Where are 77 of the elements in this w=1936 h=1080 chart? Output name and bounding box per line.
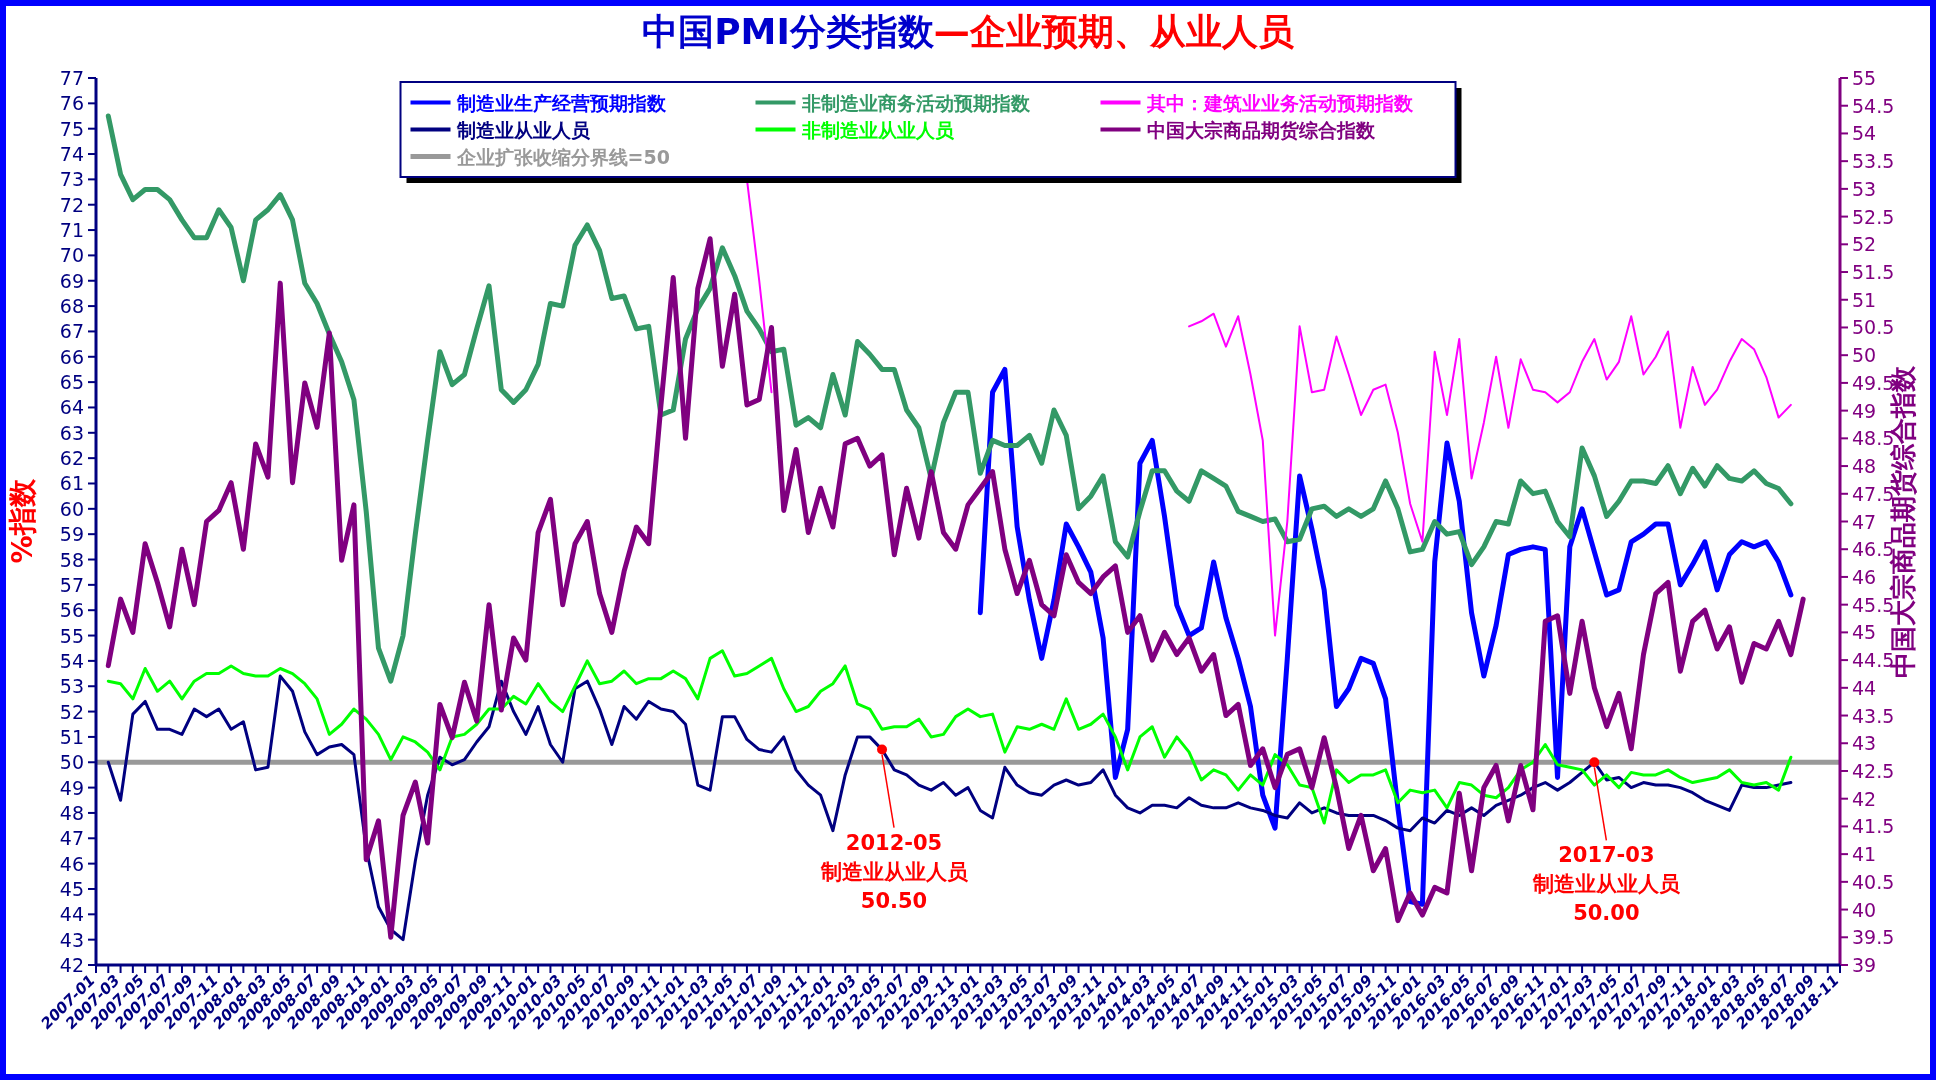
y2-tick-label: 45 bbox=[1852, 621, 1877, 644]
line-series bbox=[106, 674, 1793, 942]
chart-title: 中国PMI分类指数 bbox=[642, 11, 935, 52]
y-tick-label: 57 bbox=[59, 573, 84, 596]
y-tick-label: 45 bbox=[59, 877, 84, 900]
y2-tick-label: 40.5 bbox=[1852, 870, 1895, 893]
legend-label: 其中：建筑业业务活动预期指数 bbox=[1145, 91, 1414, 114]
y-tick-label: 51 bbox=[59, 725, 84, 748]
y-tick-label: 48 bbox=[59, 801, 84, 824]
y-tick-label: 55 bbox=[59, 624, 84, 647]
y-tick-label: 66 bbox=[59, 345, 84, 368]
y2-tick-label: 52 bbox=[1852, 233, 1877, 256]
y2-tick-label: 50 bbox=[1852, 344, 1877, 367]
y2-tick-label: 53.5 bbox=[1852, 150, 1895, 173]
y2-tick-label: 44 bbox=[1852, 676, 1877, 699]
y2-tick-label: 39 bbox=[1852, 954, 1877, 976]
y2-tick-label: 43.5 bbox=[1852, 704, 1895, 727]
y-tick-label: 53 bbox=[59, 675, 84, 698]
y2-tick-label: 55 bbox=[1852, 67, 1877, 89]
y2-tick-label: 50.5 bbox=[1852, 316, 1895, 339]
y-tick-label: 76 bbox=[59, 92, 84, 115]
y2-tick-label: 42 bbox=[1852, 787, 1877, 810]
y-tick-label: 43 bbox=[59, 928, 84, 951]
legend-label: 非制造业商务活动预期指数 bbox=[800, 91, 1031, 114]
y-tick-label: 52 bbox=[59, 700, 84, 723]
y2-tick-label: 49 bbox=[1852, 399, 1877, 422]
y2-tick-label: 46 bbox=[1852, 565, 1877, 588]
legend-label: 制造业生产经营预期指数 bbox=[455, 91, 667, 114]
y-tick-label: 49 bbox=[59, 776, 84, 799]
y-tick-label: 62 bbox=[59, 447, 84, 470]
y-tick-label: 58 bbox=[59, 548, 84, 571]
annotation: 2012-05 制造业从业人员 50.50 bbox=[819, 830, 969, 913]
y2-tick-label: 48 bbox=[1852, 455, 1877, 478]
y-axis-title: %指数 bbox=[6, 478, 39, 564]
y-tick-label: 63 bbox=[59, 421, 84, 444]
y-tick-label: 75 bbox=[59, 117, 84, 140]
y-tick-label: 71 bbox=[59, 219, 84, 242]
y-tick-label: 54 bbox=[59, 649, 84, 672]
y2-tick-label: 51.5 bbox=[1852, 261, 1895, 284]
y-tick-label: 77 bbox=[59, 67, 84, 89]
y-tick-label: 42 bbox=[59, 954, 84, 976]
legend-label: 制造业从业人员 bbox=[455, 118, 591, 141]
y-tick-label: 64 bbox=[59, 396, 84, 419]
y-tick-label: 46 bbox=[59, 852, 84, 875]
y2-tick-label: 42.5 bbox=[1852, 759, 1895, 782]
annotation: 2017-03 制造业从业人员 50.00 bbox=[1531, 843, 1681, 926]
legend-label: 企业扩张收缩分界线=50 bbox=[455, 145, 670, 168]
y2-tick-label: 51 bbox=[1852, 288, 1877, 311]
y-tick-label: 47 bbox=[59, 827, 84, 850]
y2-tick-label: 53 bbox=[1852, 177, 1877, 200]
y-tick-label: 59 bbox=[59, 523, 84, 546]
y2-tick-label: 40 bbox=[1852, 898, 1877, 921]
y2-tick-label: 41.5 bbox=[1852, 815, 1895, 838]
y-tick-label: 61 bbox=[59, 472, 84, 495]
y-tick-label: 74 bbox=[59, 143, 84, 166]
y-tick-label: 67 bbox=[59, 320, 84, 343]
chart-subtitle: —企业预期、从业人员 bbox=[933, 11, 1294, 52]
y-tick-label: 60 bbox=[59, 497, 84, 520]
y-tick-label: 73 bbox=[59, 168, 84, 191]
y2-tick-label: 39.5 bbox=[1852, 926, 1895, 949]
y2-tick-label: 41 bbox=[1852, 843, 1877, 866]
legend-label: 非制造业从业人员 bbox=[800, 118, 955, 141]
y-tick-label: 72 bbox=[59, 193, 84, 216]
y2-tick-label: 54.5 bbox=[1852, 94, 1895, 117]
line-series bbox=[106, 649, 1793, 825]
y-tick-label: 70 bbox=[59, 244, 84, 267]
y-tick-label: 69 bbox=[59, 269, 84, 292]
y-tick-label: 56 bbox=[59, 599, 84, 622]
y2-tick-label: 43 bbox=[1852, 732, 1877, 755]
y-tick-label: 44 bbox=[59, 903, 84, 926]
y2-tick-label: 47 bbox=[1852, 510, 1877, 533]
legend-label: 中国大宗商品期货综合指数 bbox=[1146, 118, 1376, 141]
y2-tick-label: 54 bbox=[1852, 122, 1877, 145]
y-tick-label: 50 bbox=[59, 751, 84, 774]
y-tick-label: 65 bbox=[59, 371, 84, 394]
y2-tick-label: 52.5 bbox=[1852, 205, 1895, 228]
y-tick-label: 68 bbox=[59, 295, 84, 318]
